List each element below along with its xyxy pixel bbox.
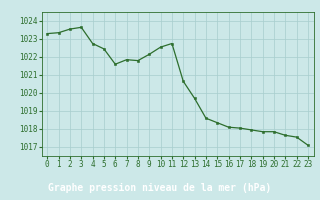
Text: Graphe pression niveau de la mer (hPa): Graphe pression niveau de la mer (hPa) <box>48 183 272 193</box>
